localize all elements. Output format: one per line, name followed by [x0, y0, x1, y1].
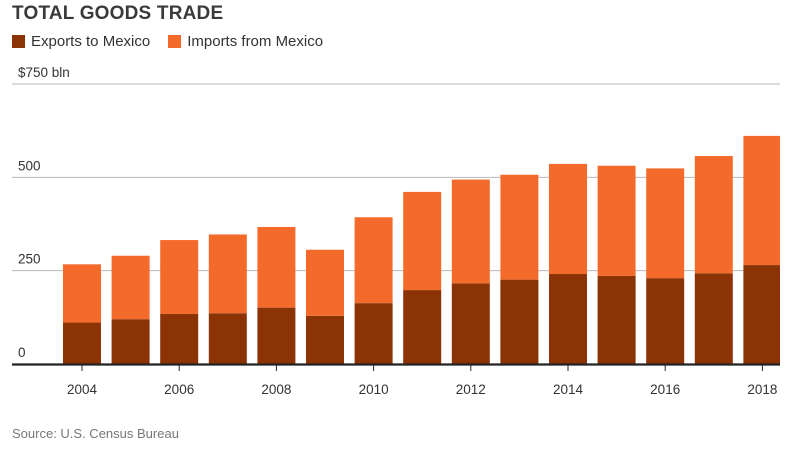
x-tick-label-2006: 2006 [164, 382, 194, 397]
bar-exports-2009 [306, 315, 344, 364]
bar-imports-2018 [743, 135, 780, 266]
bar-imports-2005 [111, 255, 150, 320]
bar-imports-2004 [63, 264, 101, 323]
x-tick-label-2008: 2008 [261, 382, 291, 397]
legend-swatch-imports [168, 35, 182, 48]
bar-exports-2012 [451, 283, 490, 364]
bar-imports-2006 [160, 240, 199, 314]
bar-imports-2009 [306, 249, 344, 316]
bar-imports-2016 [646, 168, 685, 279]
source-note: Source: U.S. Census Bureau [12, 426, 179, 441]
y-tick-label-0: 0 [18, 345, 26, 360]
x-tick-label-2010: 2010 [359, 382, 389, 397]
bar-imports-2017 [694, 156, 733, 274]
bar-exports-2013 [500, 279, 539, 364]
bar-exports-2005 [111, 319, 150, 364]
bar-exports-2007 [208, 313, 247, 364]
x-tick-label-2004: 2004 [67, 382, 98, 397]
y-tick-label-500: 500 [18, 158, 41, 173]
bar-imports-2015 [597, 165, 636, 276]
bar-exports-2004 [63, 322, 101, 364]
chart-title: TOTAL GOODS TRADE [12, 3, 224, 24]
legend-label-exports: Exports to Mexico [31, 33, 151, 50]
legend: Exports to Mexico Imports from Mexico [12, 33, 341, 50]
bar-imports-2011 [403, 191, 442, 291]
bar-exports-2010 [354, 303, 393, 364]
x-tick-label-2018: 2018 [747, 382, 777, 397]
y-tick-label-750: $750 bln [18, 65, 70, 80]
y-tick-label-250: 250 [18, 252, 41, 267]
legend-label-imports: Imports from Mexico [187, 33, 324, 50]
legend-item-exports: Exports to Mexico [12, 33, 150, 50]
x-tick-label-2016: 2016 [650, 382, 680, 397]
bar-imports-2007 [208, 234, 247, 314]
x-tick-label-2012: 2012 [456, 382, 486, 397]
bar-exports-2006 [160, 313, 199, 364]
bar-imports-2013 [500, 174, 539, 280]
bar-exports-2018 [743, 265, 780, 364]
legend-item-imports: Imports from Mexico [168, 33, 323, 50]
bar-imports-2010 [354, 217, 393, 304]
bar-imports-2014 [549, 163, 587, 275]
bar-exports-2015 [597, 275, 636, 364]
bar-exports-2017 [694, 273, 733, 364]
bar-exports-2014 [549, 274, 587, 364]
bar-exports-2008 [257, 307, 296, 364]
bar-imports-2008 [257, 226, 296, 308]
bar-exports-2016 [646, 278, 685, 364]
x-tick-label-2014: 2014 [553, 382, 584, 397]
legend-swatch-exports [12, 35, 25, 48]
bar-exports-2011 [403, 290, 442, 364]
bar-imports-2012 [451, 179, 490, 284]
